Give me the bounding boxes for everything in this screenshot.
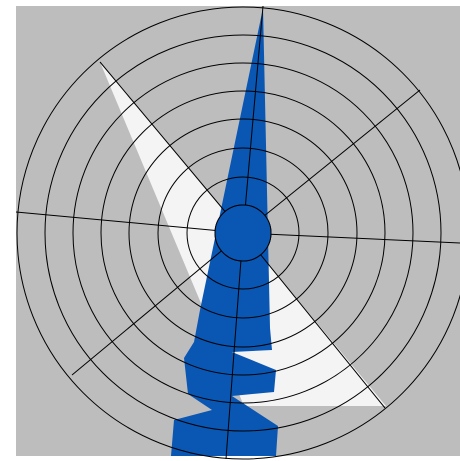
center-hub	[214, 204, 272, 262]
grid-spoke	[15, 211, 244, 234]
grid-spoke	[225, 232, 244, 460]
grid-spoke	[71, 232, 244, 376]
grid-spoke	[242, 5, 264, 234]
grid-ring	[128, 118, 358, 348]
grid-spoke	[242, 89, 421, 234]
grid-spoke	[242, 232, 460, 244]
grid-spokes	[15, 5, 460, 460]
grid-rings	[16, 6, 460, 460]
grid-spoke	[99, 61, 244, 234]
grid-spoke	[242, 232, 386, 409]
grid-ring	[100, 90, 386, 376]
grid-ring	[157, 147, 329, 319]
grid-ring	[16, 6, 460, 460]
grid-ring	[186, 176, 300, 290]
grid-ring	[44, 34, 442, 432]
grid-ring	[72, 62, 414, 404]
